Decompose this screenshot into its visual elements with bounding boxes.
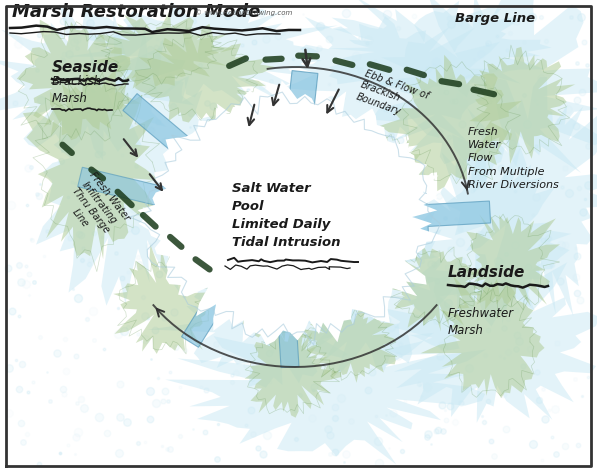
Polygon shape (298, 301, 396, 383)
Polygon shape (0, 4, 194, 160)
Polygon shape (123, 93, 225, 182)
Polygon shape (113, 240, 218, 354)
Text: Barge Line: Barge Line (455, 12, 535, 25)
Polygon shape (380, 55, 522, 191)
Polygon shape (376, 253, 597, 423)
Polygon shape (469, 47, 575, 164)
Polygon shape (400, 194, 491, 237)
Polygon shape (227, 244, 307, 341)
Polygon shape (165, 310, 486, 464)
Polygon shape (466, 214, 560, 310)
Polygon shape (389, 244, 482, 331)
Polygon shape (387, 139, 571, 327)
Polygon shape (445, 77, 597, 324)
Polygon shape (288, 200, 476, 376)
Polygon shape (17, 19, 141, 140)
Text: Fresh Water
Infiltrating
Thru Barge
Line: Fresh Water Infiltrating Thru Barge Line (59, 169, 131, 244)
Polygon shape (131, 24, 275, 124)
Text: Ebb & Flow of
Brackish
Boundary: Ebb & Flow of Brackish Boundary (355, 68, 430, 124)
Polygon shape (245, 322, 341, 418)
Polygon shape (269, 287, 304, 368)
Text: Salt Water
Pool
Limited Daily
Tidal Intrusion: Salt Water Pool Limited Daily Tidal Intr… (232, 182, 340, 249)
Polygon shape (420, 275, 544, 398)
Polygon shape (181, 262, 244, 347)
Text: Landside: Landside (448, 265, 525, 280)
Text: Fresh
Water
Flow
From Multiple
River Diversions: Fresh Water Flow From Multiple River Div… (468, 127, 559, 190)
Text: © www.RoundDrawing.com: © www.RoundDrawing.com (195, 9, 293, 16)
Polygon shape (273, 71, 324, 162)
Text: Brackish
Marsh: Brackish Marsh (52, 75, 102, 105)
Polygon shape (66, 1, 337, 104)
Polygon shape (147, 238, 359, 388)
Polygon shape (96, 10, 237, 89)
Polygon shape (78, 167, 185, 216)
Polygon shape (328, 0, 552, 98)
Polygon shape (282, 16, 506, 143)
Text: Freshwater
Marsh: Freshwater Marsh (448, 307, 514, 337)
Text: Seaside: Seaside (52, 60, 119, 75)
Polygon shape (372, 0, 597, 193)
Polygon shape (342, 129, 420, 220)
Polygon shape (23, 67, 159, 259)
Polygon shape (36, 11, 227, 306)
Text: Marsh Restoration Mode: Marsh Restoration Mode (12, 3, 260, 21)
Polygon shape (138, 81, 453, 345)
